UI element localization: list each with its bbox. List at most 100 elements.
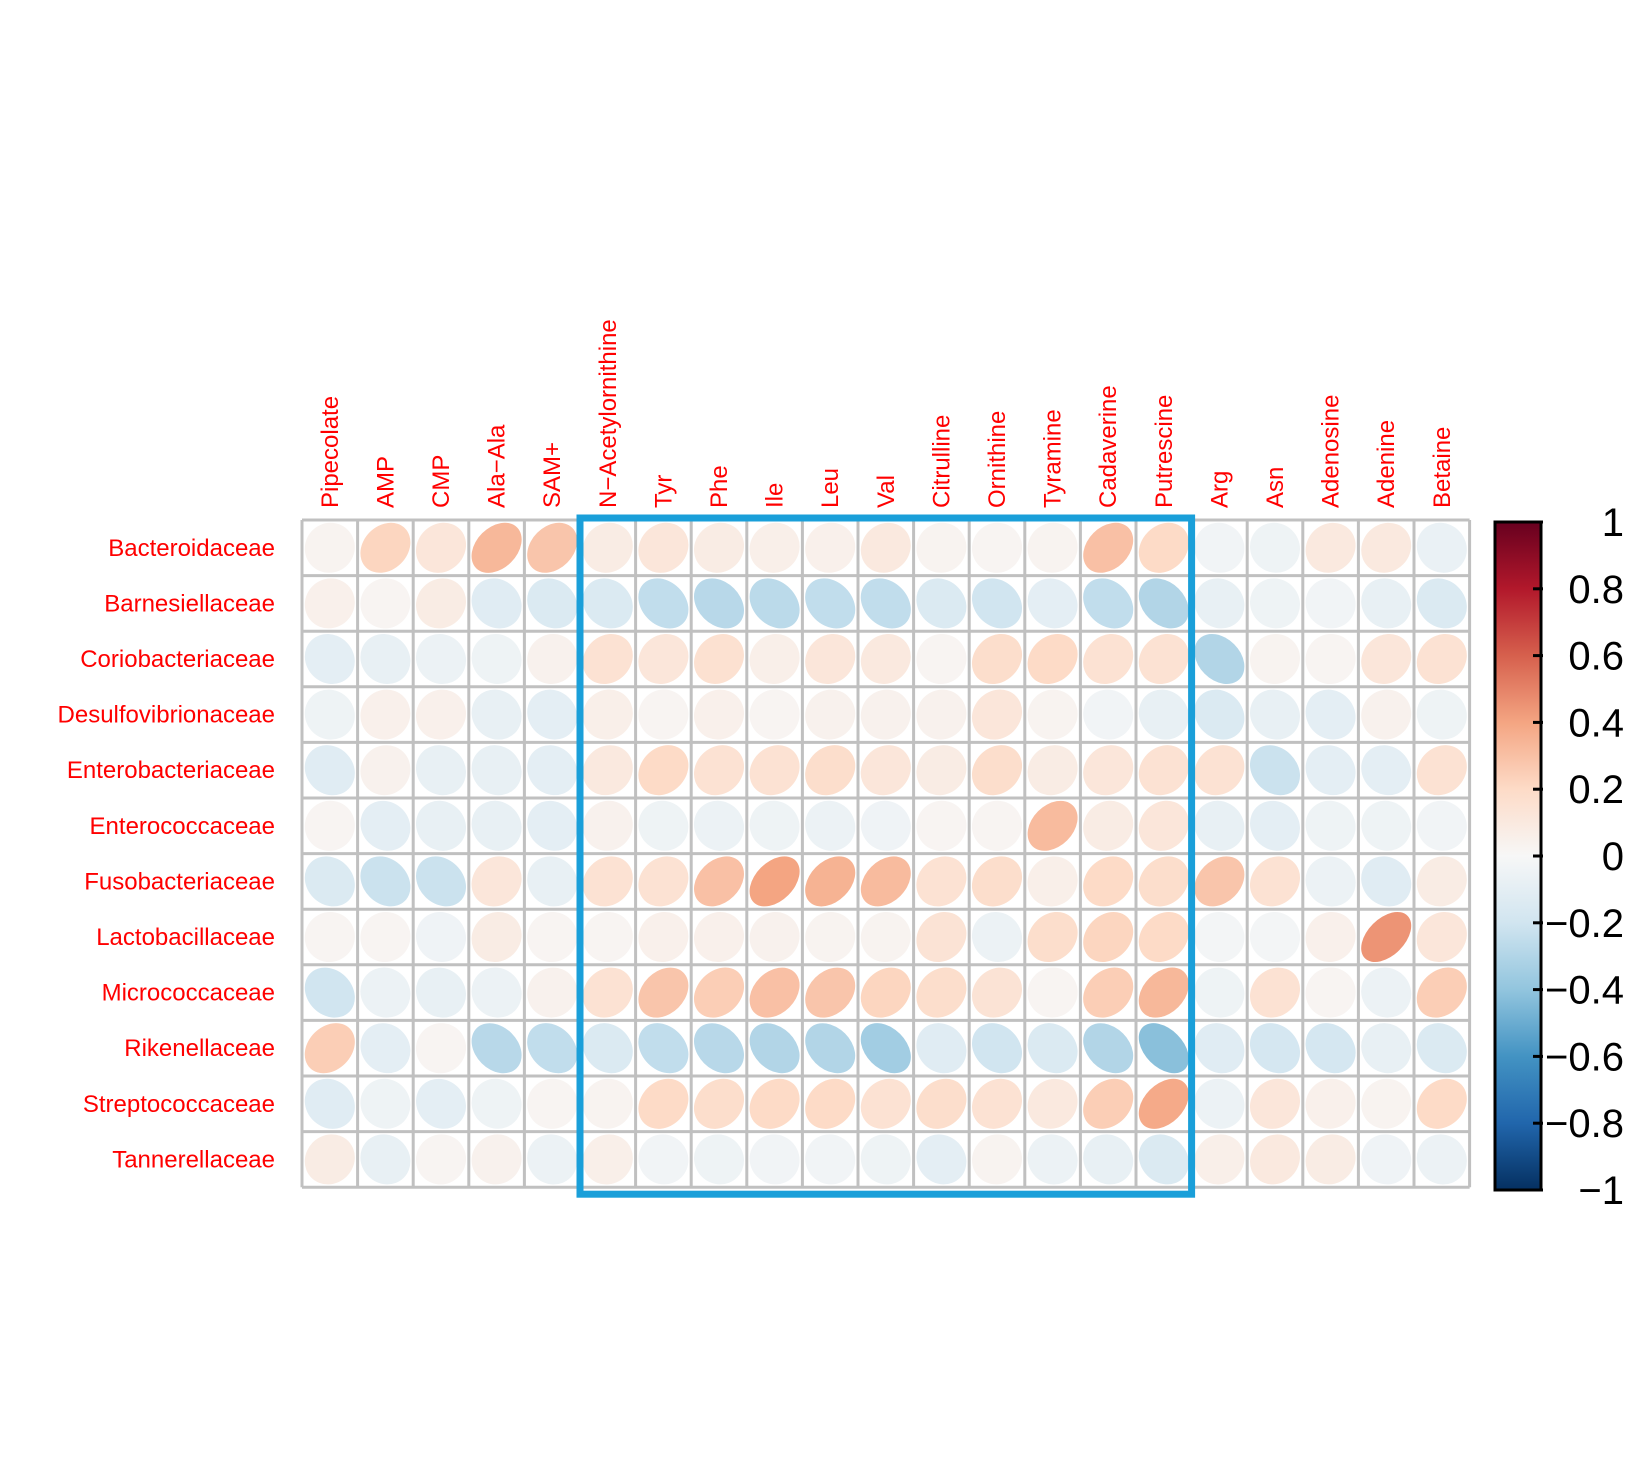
row-labels: Bacteroidaceae Barnesiellaceae Coriobacter… (58, 535, 275, 1174)
cell-bacteroidaceae-putrescine (1138, 522, 1189, 573)
cell-bacteroidaceae-n-acetylornithine (582, 522, 633, 573)
cell-desulfovibrionaceae-ala-ala (471, 689, 522, 740)
cell-rikenellaceae-sam (527, 1023, 578, 1074)
cell-barnesiellaceae-ile (749, 578, 800, 629)
cell-lactobacillaceae-adenine (1361, 911, 1412, 963)
cell-enterobacteriaceae-putrescine (1138, 745, 1189, 796)
cell-enterobacteriaceae-val (860, 745, 911, 796)
cell-enterococcaceae-val (860, 800, 911, 851)
cell-bacteroidaceae-cmp (415, 522, 467, 573)
cell-rikenellaceae-putrescine (1138, 1023, 1189, 1074)
colorbar-tick-label: −1 (1578, 1169, 1624, 1213)
cell-fusobacteriaceae-arg (1194, 856, 1245, 907)
column-label-ile: Ile (762, 483, 789, 508)
cell-micrococcaceae-ala-ala (471, 967, 522, 1018)
row-label-coriobacteriaceae: Coriobacteriaceae (80, 646, 275, 673)
cell-barnesiellaceae-cmp (415, 578, 467, 629)
cell-rikenellaceae-cmp (415, 1023, 467, 1074)
colorbar-tick-label: 0.6 (1568, 635, 1624, 679)
cell-barnesiellaceae-ala-ala (471, 578, 522, 629)
cell-coriobacteriaceae-ala-ala (471, 633, 522, 685)
cell-rikenellaceae-amp (360, 1023, 411, 1074)
cell-fusobacteriaceae-cadaverine (1083, 856, 1134, 907)
cell-bacteroidaceae-leu (805, 522, 856, 573)
cell-fusobacteriaceae-adenine (1361, 856, 1412, 907)
cell-enterobacteriaceae-phe (693, 745, 745, 796)
cell-enterobacteriaceae-amp (360, 745, 411, 796)
heatmap-cells (304, 522, 1467, 1185)
cell-rikenellaceae-phe (693, 1023, 745, 1074)
cell-enterococcaceae-sam (527, 800, 578, 851)
column-label-betaine: Betaine (1429, 427, 1456, 508)
cell-streptococcaceae-putrescine (1138, 1078, 1189, 1129)
cell-micrococcaceae-pipecolate (304, 967, 355, 1018)
cell-bacteroidaceae-tyr (638, 522, 689, 573)
cell-barnesiellaceae-sam (527, 578, 578, 629)
cell-bacteroidaceae-pipecolate (304, 522, 355, 573)
cell-rikenellaceae-adenosine (1305, 1023, 1356, 1074)
cell-enterococcaceae-phe (693, 800, 745, 851)
cell-lactobacillaceae-arg (1194, 911, 1245, 963)
column-label-asn: Asn (1262, 467, 1289, 508)
cell-enterobacteriaceae-tyramine (1027, 745, 1078, 796)
cell-lactobacillaceae-ala-ala (471, 911, 522, 963)
cell-bacteroidaceae-phe (693, 522, 745, 573)
cell-enterococcaceae-adenine (1361, 800, 1412, 851)
cell-rikenellaceae-cadaverine (1083, 1023, 1134, 1074)
cell-micrococcaceae-asn (1249, 967, 1301, 1018)
cell-enterococcaceae-adenosine (1305, 800, 1356, 851)
cell-barnesiellaceae-phe (693, 578, 745, 629)
cell-enterococcaceae-cmp (415, 800, 467, 851)
highlight-box (576, 514, 1196, 1198)
cell-desulfovibrionaceae-adenine (1361, 689, 1412, 740)
colorbar-tick-label: 0.2 (1568, 768, 1624, 812)
cell-enterococcaceae-asn (1250, 800, 1300, 851)
column-label-n-acetylornithine: N−Acetylornithine (595, 319, 622, 508)
cell-enterococcaceae-arg (1194, 800, 1245, 851)
cell-fusobacteriaceae-cmp (415, 856, 467, 907)
cell-barnesiellaceae-putrescine (1138, 578, 1189, 629)
cell-micrococcaceae-tyramine (1027, 967, 1078, 1018)
cell-fusobacteriaceae-phe (694, 856, 744, 907)
cell-desulfovibrionaceae-adenosine (1305, 689, 1356, 740)
cell-streptococcaceae-adenine (1361, 1078, 1412, 1129)
cell-coriobacteriaceae-amp (360, 633, 411, 685)
cell-lactobacillaceae-pipecolate (304, 911, 355, 963)
column-label-ala-ala: Ala−Ala (484, 424, 511, 508)
cell-streptococcaceae-tyr (638, 1078, 689, 1129)
cell-fusobacteriaceae-ornithine (971, 856, 1023, 907)
cell-streptococcaceae-phe (693, 1078, 745, 1129)
cell-lactobacillaceae-putrescine (1138, 911, 1189, 963)
colorbar-tick-label: −0.4 (1545, 969, 1624, 1013)
cell-rikenellaceae-pipecolate (304, 1023, 355, 1074)
cell-coriobacteriaceae-cadaverine (1083, 633, 1134, 685)
cell-enterobacteriaceae-sam (527, 745, 578, 796)
cell-bacteroidaceae-val (860, 522, 911, 573)
cell-enterococcaceae-n-acetylornithine (582, 800, 633, 851)
cell-coriobacteriaceae-asn (1249, 633, 1301, 685)
cell-enterobacteriaceae-adenine (1361, 745, 1412, 796)
cell-bacteroidaceae-ornithine (971, 522, 1023, 573)
cell-tannerellaceae-adenine (1361, 1134, 1412, 1185)
cell-rikenellaceae-ile (749, 1023, 800, 1074)
cell-lactobacillaceae-ile (749, 911, 800, 963)
cell-tannerellaceae-arg (1194, 1134, 1245, 1185)
cell-tannerellaceae-adenosine (1305, 1134, 1356, 1185)
column-label-adenine: Adenine (1373, 420, 1400, 508)
column-label-tyramine: Tyramine (1040, 409, 1067, 508)
row-label-streptococcaceae: Streptococcaceae (83, 1091, 275, 1118)
cell-lactobacillaceae-sam (527, 911, 578, 963)
cell-coriobacteriaceae-tyramine (1027, 633, 1078, 685)
cell-bacteroidaceae-citrulline (916, 522, 967, 573)
cell-micrococcaceae-sam (527, 967, 578, 1018)
colorbar-tick-label: −0.2 (1545, 902, 1624, 946)
cell-fusobacteriaceae-asn (1249, 856, 1301, 907)
cell-tannerellaceae-pipecolate (304, 1134, 355, 1185)
row-label-desulfovibrionaceae: Desulfovibrionaceae (58, 702, 275, 729)
cell-tannerellaceae-putrescine (1138, 1134, 1189, 1185)
cell-barnesiellaceae-n-acetylornithine (582, 578, 633, 629)
cell-streptococcaceae-asn (1249, 1078, 1301, 1129)
cell-micrococcaceae-val (860, 967, 911, 1018)
cell-enterobacteriaceae-citrulline (916, 745, 967, 796)
